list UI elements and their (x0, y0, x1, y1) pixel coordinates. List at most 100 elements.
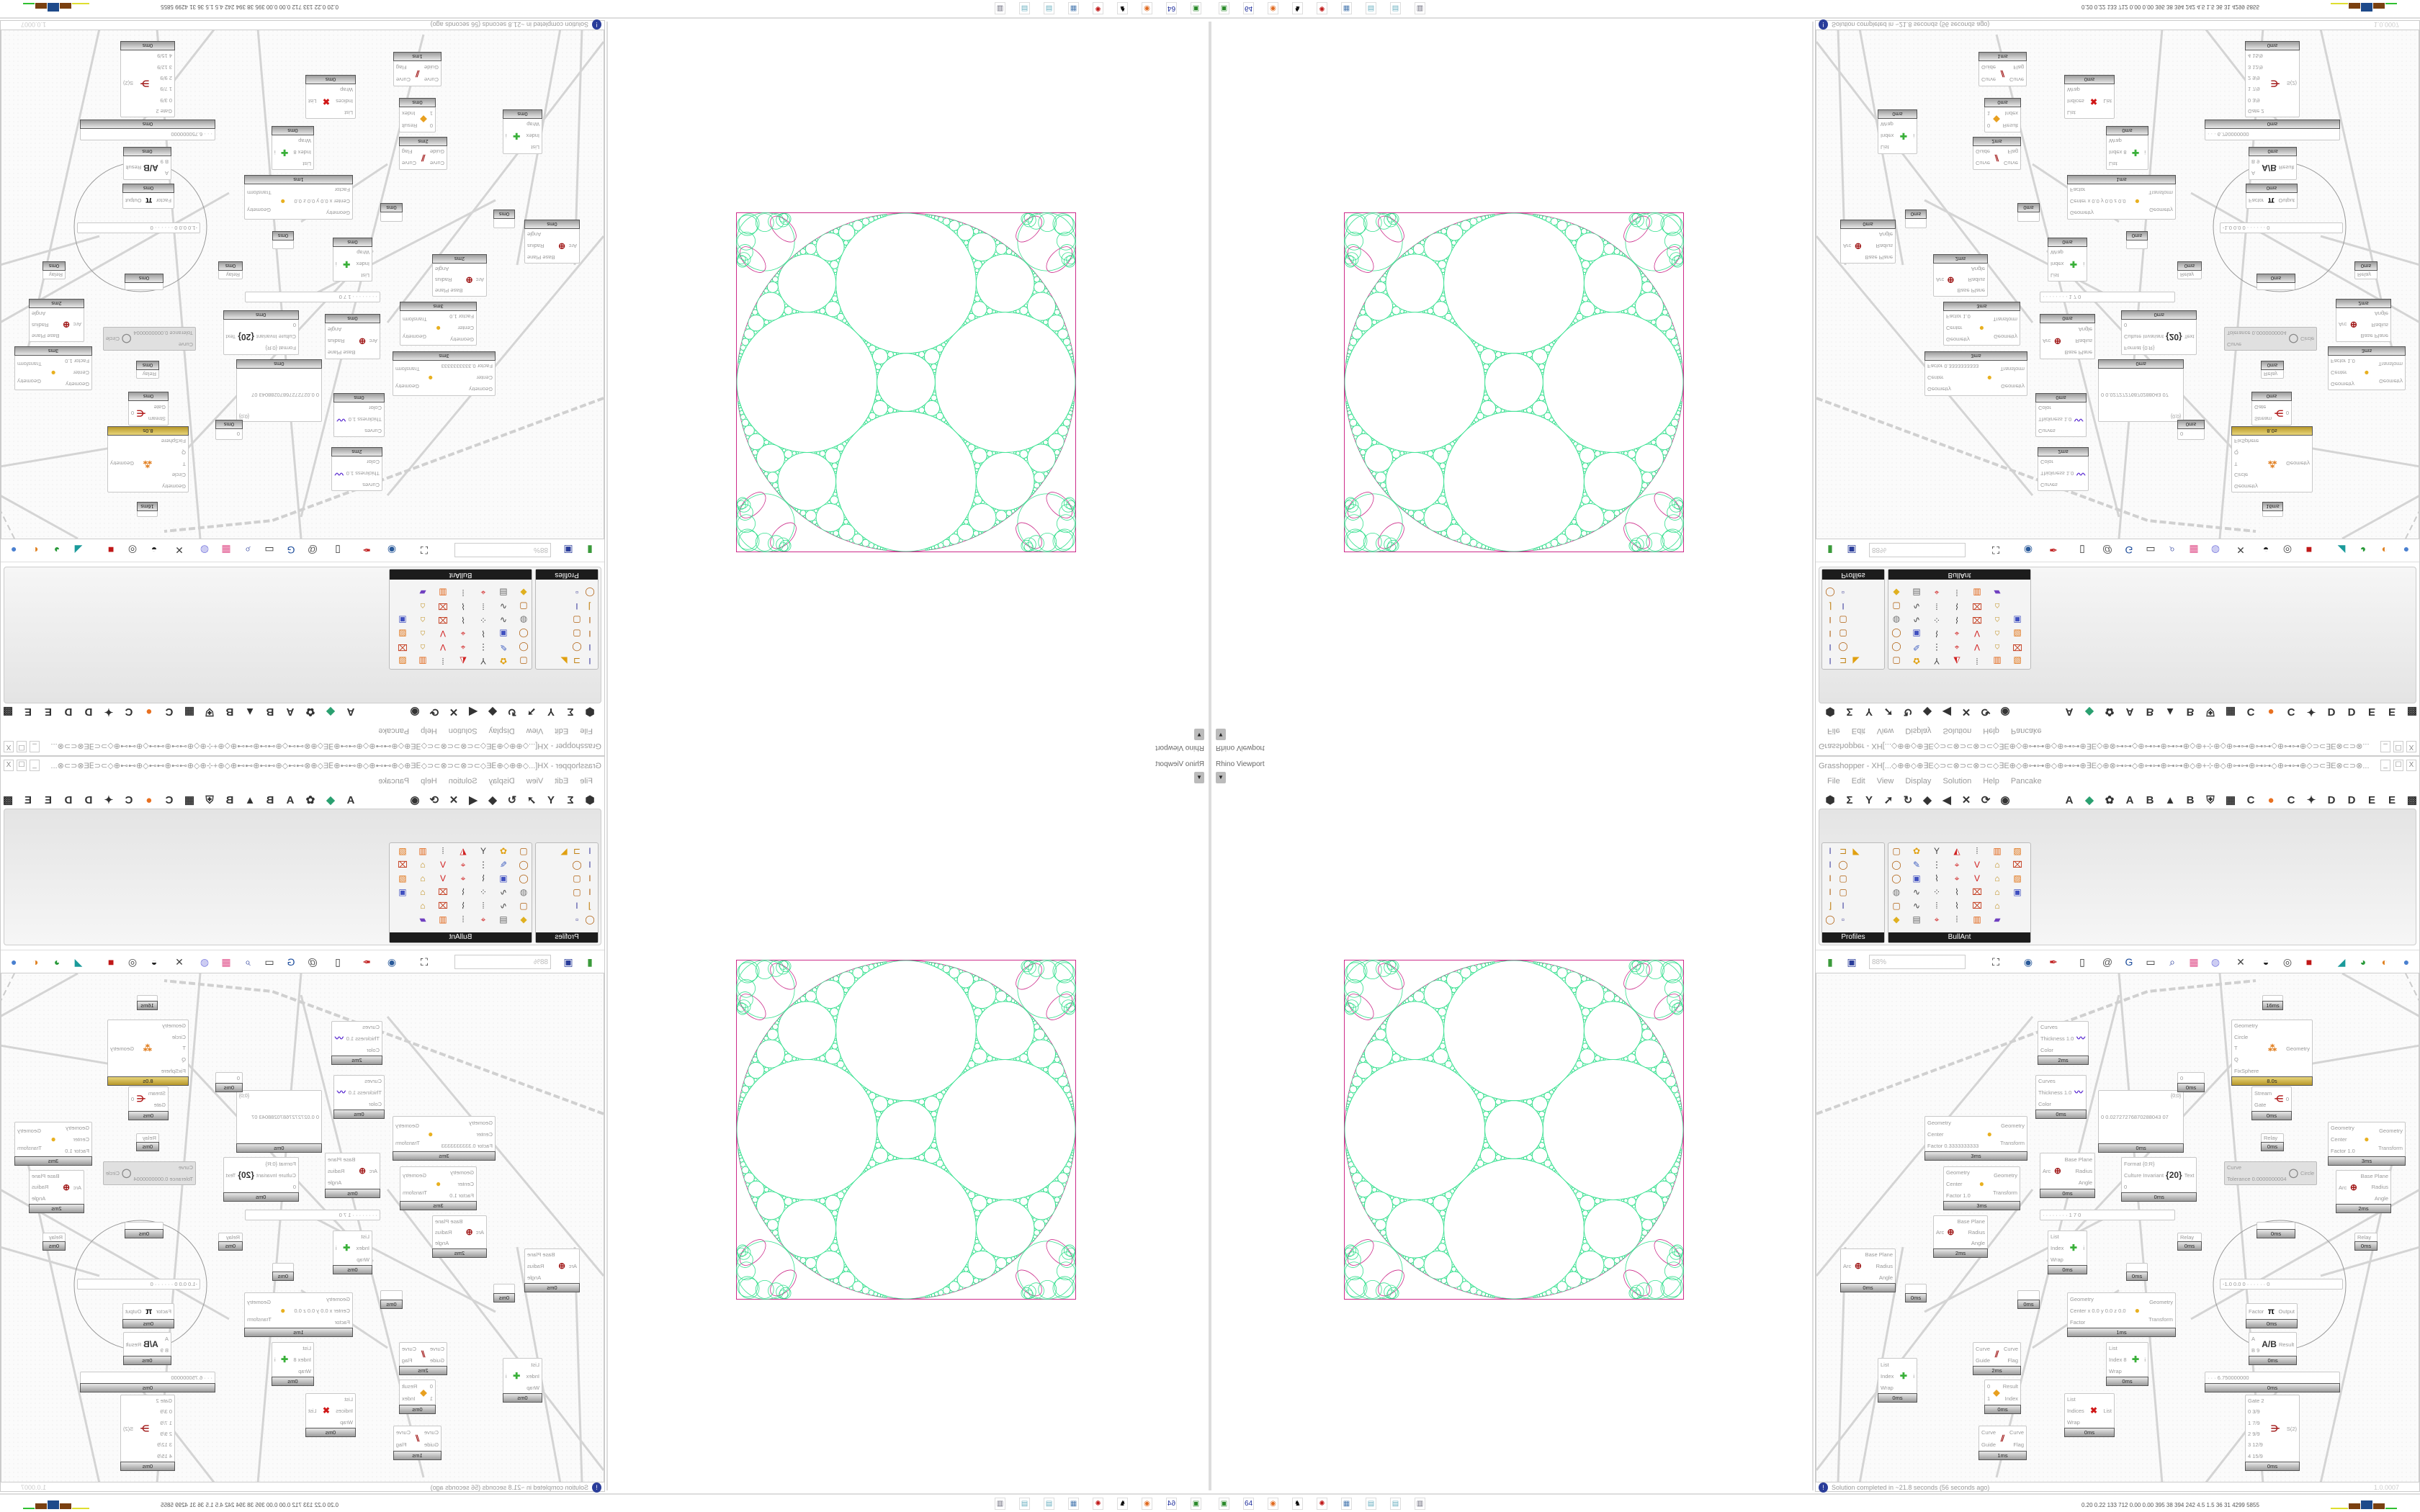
gem-icon[interactable]: ◆ (1893, 588, 1900, 598)
input-0[interactable]: 0 3/9 (160, 96, 172, 104)
component-node[interactable]: 0ms (1905, 1284, 1927, 1302)
input-1[interactable]: 1 7/9 (160, 86, 172, 93)
output-circle[interactable]: Circle (2300, 336, 2315, 342)
net-icon[interactable]: ⌖ (460, 860, 466, 870)
maximize-button[interactable]: ☐ (17, 741, 27, 752)
lock-icon[interactable]: ⌂ (420, 629, 426, 639)
points-icon[interactable]: ▫ (1841, 914, 1845, 924)
tube-icon[interactable]: ◢ (74, 544, 83, 556)
dots-icon[interactable]: ⁘ (479, 887, 488, 897)
input-4[interactable]: 4 15/9 (2248, 1452, 2263, 1459)
inkscape-app-icon[interactable]: ♞ (1117, 2, 1128, 14)
output-circle[interactable]: Circle (105, 336, 120, 342)
input-circle[interactable]: Circle (2234, 472, 2249, 479)
sphere-icon[interactable]: ◍ (519, 887, 528, 897)
menu-pancake[interactable]: Pancake (2010, 726, 2042, 735)
component-node[interactable]: Curves Thickness 1.0 Color 〰 2ms (2038, 1021, 2089, 1065)
curve-icon[interactable]: ∿ (1912, 615, 1921, 625)
input-curves[interactable]: Curves (364, 1078, 382, 1085)
ring-icon[interactable]: ◯ (1838, 642, 1848, 652)
category-tab-icon[interactable]: D (2327, 794, 2336, 806)
output-angle[interactable]: Angle (1971, 266, 1985, 272)
input-format[interactable]: Format {0:R} (2124, 345, 2155, 352)
eye-icon[interactable]: ◉ (387, 956, 397, 968)
component-node[interactable]: Geometry Center Factor 1.0 ● Geometry Transfo… (1943, 1166, 2020, 1210)
pipe-icon[interactable]: ▥ (1973, 914, 1981, 924)
input-[interactable]: · · · · · · · · 1 7 0 (2043, 1212, 2081, 1218)
component-node[interactable]: Curve Tolerance 0.0000000004 ◯ Circle (2224, 327, 2318, 351)
output-baseplane[interactable]: Base Plane (2360, 1173, 2388, 1180)
graph-icon[interactable]: ▨ (398, 873, 407, 883)
output-flag[interactable]: Flag (396, 1441, 407, 1448)
component-node[interactable]: Curves Thickness 1.0 Color 〰 0ms (2035, 1075, 2087, 1119)
component-node[interactable]: 0 1 ◆ Result Index 0ms (399, 1380, 436, 1414)
output-curve[interactable]: Curve (396, 76, 411, 83)
output-list[interactable]: List (308, 98, 317, 104)
menu-display[interactable]: Display (1905, 777, 1932, 786)
output-radius[interactable]: Radius (2371, 321, 2388, 328)
graph-icon[interactable]: ▨ (398, 629, 407, 639)
category-tab-icon[interactable]: B (266, 706, 274, 718)
output-radius[interactable]: Radius (2075, 338, 2092, 345)
component-node[interactable]: Geometry Center Factor 1.0 ● Geometry Transfo… (14, 1122, 92, 1166)
graph-icon[interactable]: ▨ (2013, 846, 2022, 856)
cube-icon[interactable]: ▣ (2013, 615, 2022, 625)
window-icon[interactable]: ▭ (264, 956, 274, 968)
menu-pancake[interactable]: Pancake (2010, 777, 2042, 786)
I-beam-icon[interactable]: I (1829, 642, 1832, 652)
input-guide[interactable]: Guide (1981, 1441, 1996, 1448)
input-guide[interactable]: Guide (429, 1356, 444, 1364)
input-arc[interactable]: Arc (568, 1263, 577, 1269)
output-baseplane[interactable]: Base Plane (328, 1156, 356, 1163)
menu-file[interactable]: File (580, 777, 593, 786)
output-radius[interactable]: Radius (328, 338, 345, 345)
input-4[interactable]: 4 15/9 (2248, 53, 2263, 60)
input-center[interactable]: Center (2331, 369, 2347, 377)
input-3[interactable]: 3 12/9 (2248, 63, 2263, 71)
category-tab-icon[interactable]: ◆ (2085, 706, 2094, 718)
cross-icon[interactable]: ✕ (175, 544, 184, 556)
lock-icon[interactable]: ⌂ (420, 642, 426, 652)
net-icon[interactable]: ⌖ (480, 914, 486, 924)
input-arc[interactable]: Arc (73, 321, 81, 328)
half-sphere-icon[interactable]: ◐ (32, 544, 39, 556)
panel-title[interactable]: Profiles (536, 932, 598, 942)
component-node[interactable]: 0ms (272, 231, 294, 249)
panel-icon[interactable]: ▤ (499, 588, 508, 598)
output-curve[interactable]: Curve (2003, 1345, 2018, 1352)
input-center[interactable]: Center (73, 1135, 89, 1143)
category-tab-icon[interactable]: Y (1865, 794, 1873, 806)
category-tab-icon[interactable]: ◀ (469, 794, 478, 806)
input-factor[interactable]: Factor (2249, 197, 2264, 204)
input-indices[interactable]: Indices (2067, 98, 2084, 105)
input-relay[interactable]: Relay (2180, 1234, 2195, 1241)
output-transform[interactable]: Transform (2000, 366, 2025, 373)
input-wrap[interactable]: Wrap (526, 121, 539, 128)
input-index[interactable]: Index 8 (2109, 1356, 2127, 1363)
input-list[interactable]: List (2051, 271, 2059, 279)
output-transform[interactable]: Transform (247, 189, 272, 197)
component-node[interactable]: Curve Tolerance 0.0000000004 ◯ Circle (102, 327, 196, 351)
input-[interactable]: · · · · · · · · 1 7 0 (2043, 294, 2081, 300)
output-curve[interactable]: Curve (2009, 1429, 2024, 1436)
category-tab-icon[interactable]: ▩ (2406, 706, 2418, 718)
input-b[interactable]: B 9 (160, 158, 169, 166)
component-node[interactable]: Format {0:R} Culture Invariant 0 {20} Text 0m… (2121, 1157, 2197, 1202)
I-beam-icon[interactable]: I (588, 656, 591, 666)
cube-icon[interactable]: ▣ (398, 615, 407, 625)
red-app-app-icon[interactable]: ✺ (1317, 1498, 1327, 1510)
output-text[interactable]: Text (225, 333, 236, 341)
menu-file[interactable]: File (1827, 726, 1840, 735)
input-gate[interactable]: Gate (153, 403, 166, 410)
category-tab-icon[interactable]: ⛨ (205, 706, 214, 718)
input-geometry[interactable]: Geometry (1927, 1119, 1951, 1126)
output-geometry[interactable]: Geometry (2001, 1122, 2025, 1129)
menu-file[interactable]: File (580, 726, 593, 735)
angle-icon[interactable]: ⌋ (588, 901, 592, 911)
input-arc[interactable]: Arc (369, 1168, 377, 1174)
category-tab-icon[interactable]: C (125, 706, 133, 718)
output-geometry[interactable]: Geometry (17, 377, 41, 384)
component-node[interactable]: Relay 0ms (42, 1233, 66, 1251)
path-icon[interactable]: ⌇ (481, 629, 485, 639)
